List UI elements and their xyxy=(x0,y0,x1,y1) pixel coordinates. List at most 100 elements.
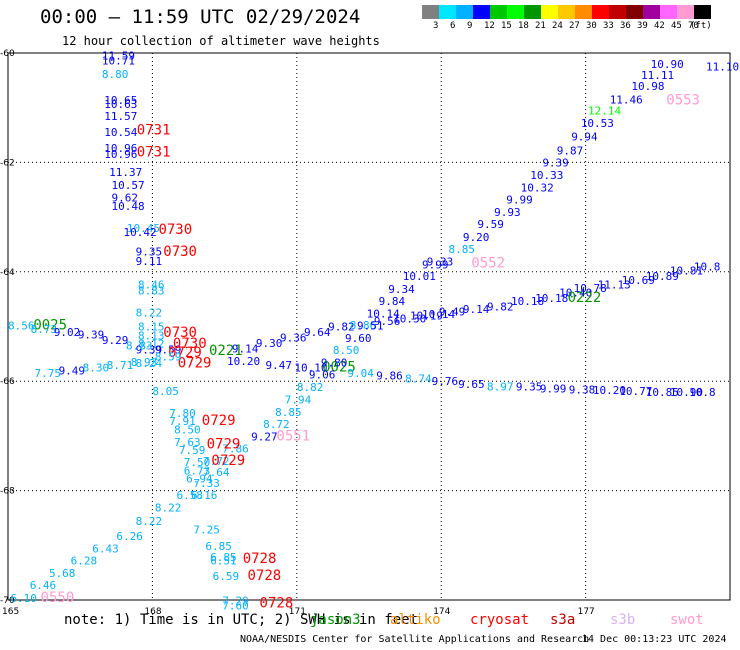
wave-height-reading: 6.58 xyxy=(177,489,204,502)
wave-height-reading: 7.33 xyxy=(193,477,220,490)
wave-height-reading: 10.48 xyxy=(112,200,145,213)
wave-height-reading: 9.87 xyxy=(557,144,584,157)
wave-height-reading: 10.8 xyxy=(689,386,716,399)
wave-height-reading: 8.86 xyxy=(350,319,377,332)
pass-time-label: 0729 xyxy=(211,453,245,469)
wave-height-reading: 9.84 xyxy=(379,295,406,308)
wave-height-reading: 9.82 xyxy=(328,321,355,334)
wave-height-reading: 8.74 xyxy=(405,372,432,385)
wave-height-reading: 8.30 xyxy=(83,362,110,375)
wave-height-reading: 7.29 xyxy=(222,595,249,608)
wave-height-reading: 9.02 xyxy=(54,326,80,339)
wave-height-reading: 10.10 xyxy=(294,362,327,375)
colorbar-swatch xyxy=(660,5,677,19)
colorbar-swatch xyxy=(677,5,694,19)
wave-height-reading: 8.50 xyxy=(333,344,360,357)
colorbar-swatch xyxy=(541,5,558,19)
wave-height-reading: 10.89 xyxy=(646,270,679,283)
wave-height-reading: 10.53 xyxy=(581,117,614,130)
latitude-tick-label: -68 xyxy=(0,487,15,497)
pass-time-label: 0730 xyxy=(163,325,197,341)
wave-height-reading: 7.86 xyxy=(222,442,249,455)
wave-height-reading: 8.85 xyxy=(275,406,302,419)
colorbar-label: 39 xyxy=(637,21,648,31)
wave-height-reading: 9.04 xyxy=(347,367,374,380)
wave-height-reading: 10.90 xyxy=(651,58,684,71)
wave-height-reading: 8.24 xyxy=(136,357,163,370)
wave-height-reading: 9.39 xyxy=(136,343,163,356)
map-subtitle: 12 hour collection of altimeter wave hei… xyxy=(62,34,380,48)
wave-height-reading: 10.14 xyxy=(367,307,400,320)
latitude-tick-label: -64 xyxy=(0,268,15,278)
wave-height-reading: 9.33 xyxy=(427,255,454,268)
wave-height-reading: 10.32 xyxy=(521,182,554,195)
wave-height-reading: 10.54 xyxy=(104,126,137,139)
wave-height-reading: 6.94 xyxy=(186,473,213,486)
pass-time-label: 0025 xyxy=(33,317,67,333)
wave-height-colorbar xyxy=(422,5,711,19)
wave-height-reading: 9.59 xyxy=(155,343,182,356)
wave-height-reading: 8.22 xyxy=(136,306,163,319)
wave-height-reading: 7.50 xyxy=(184,456,211,469)
wave-height-reading: 10.71 xyxy=(102,55,135,68)
colorbar-label: 3 xyxy=(433,21,439,31)
wave-height-reading: 9.99 xyxy=(422,259,449,272)
colorbar-swatch xyxy=(439,5,456,19)
wave-height-reading: 8.15 xyxy=(138,321,165,334)
wave-height-reading: 7.91 xyxy=(169,415,196,428)
wave-height-reading: 6.43 xyxy=(92,543,119,556)
wave-height-reading: 9.65 xyxy=(458,378,485,391)
colorbar-swatch xyxy=(558,5,575,19)
wave-height-reading: 10.30 xyxy=(393,312,426,325)
longitude-tick-label: 177 xyxy=(578,607,595,617)
wave-height-reading: 10.18 xyxy=(511,295,544,308)
colorbar-swatch xyxy=(626,5,643,19)
colorbar-label: 15 xyxy=(501,21,512,31)
satellite-legend-jason3: jason3 xyxy=(310,612,361,628)
wave-height-reading: 8.85 xyxy=(448,243,475,256)
wave-height-reading: 10.90 xyxy=(670,386,703,399)
colorbar-label: 21 xyxy=(535,21,546,31)
wave-height-reading: 10.20 xyxy=(227,355,260,368)
colorbar-label: 12 xyxy=(484,21,495,31)
longitude-tick-label: 168 xyxy=(144,607,161,617)
colorbar-swatch xyxy=(694,5,711,19)
pass-time-label: 0550 xyxy=(41,590,75,606)
wave-height-reading: 10.96 xyxy=(104,142,137,155)
wave-height-reading: 8.56 xyxy=(8,319,35,332)
wave-height-reading: 9.80 xyxy=(321,357,348,370)
satellite-legend-swot: swot xyxy=(670,612,704,628)
credit-line: NOAA/NESDIS Center for Satellite Applica… xyxy=(240,634,590,645)
wave-height-reading: 7.75 xyxy=(35,367,62,380)
wave-height-reading: 8.05 xyxy=(152,385,179,398)
wave-height-reading: 10.33 xyxy=(530,169,563,182)
wave-height-reading: 10.81 xyxy=(670,265,703,278)
wave-height-reading: 8.50 xyxy=(174,423,201,436)
wave-height-reading: 7.72 xyxy=(203,455,230,468)
pass-time-label: 0551 xyxy=(276,428,310,444)
wave-height-reading: 6.73 xyxy=(184,464,211,477)
pass-time-label: 0729 xyxy=(168,345,202,361)
wave-height-reading: 9.29 xyxy=(102,334,129,347)
wave-height-reading: 8.97 xyxy=(487,381,513,394)
satellite-legend-cryosat: cryosat xyxy=(470,612,530,628)
wave-height-reading: 8.80 xyxy=(102,68,129,81)
map-frame xyxy=(7,52,731,601)
pass-time-label: 0729 xyxy=(202,413,236,429)
wave-height-reading: 5.68 xyxy=(49,567,76,580)
wave-height-reading: 8.72 xyxy=(263,418,290,431)
wave-height-reading: 8.73 xyxy=(31,323,57,336)
wave-height-reading: 11.57 xyxy=(104,110,137,123)
wave-height-reading: 10.98 xyxy=(631,80,664,93)
footer-note: note: 1) Time is in UTC; 2) SWH is in fe… xyxy=(64,612,419,628)
wave-height-reading: 6.59 xyxy=(213,570,240,583)
wave-height-reading: 9.86 xyxy=(376,370,403,383)
pass-time-label: 0221 xyxy=(209,343,243,359)
colorbar-swatch xyxy=(609,5,626,19)
pass-time-label: 0730 xyxy=(173,336,207,352)
colorbar-label: 30 xyxy=(586,21,597,31)
wave-height-reading: 10.57 xyxy=(112,179,145,192)
wave-height-reading: 9.36 xyxy=(280,331,307,344)
